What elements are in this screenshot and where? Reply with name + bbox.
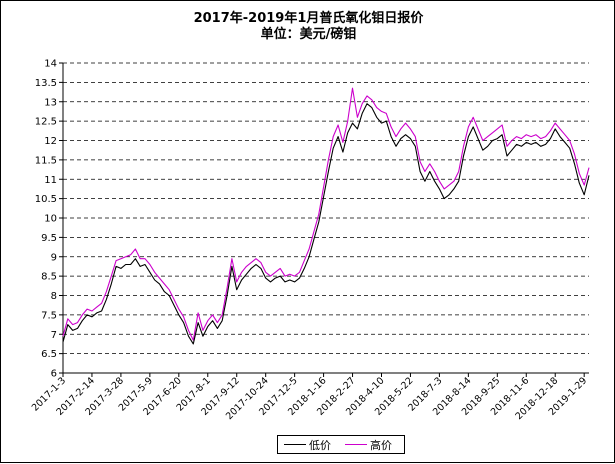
chart-legend: 低价 高价 [277, 435, 405, 454]
y-tick-label: 9 [51, 252, 57, 263]
legend-swatch-low [284, 444, 306, 445]
legend-label-low: 低价 [309, 438, 331, 452]
y-tick-label: 10 [44, 214, 57, 225]
legend-item-high: 高价 [345, 437, 392, 453]
series-low-line [62, 103, 590, 345]
series-high-line [62, 87, 590, 341]
chart-title: 2017年-2019年1月普氏氧化钼日报价 [193, 11, 424, 26]
y-tick-label: 13 [44, 97, 57, 108]
y-tick-label: 7 [51, 330, 57, 341]
y-tick-label: 6.5 [41, 349, 57, 360]
y-tick-label: 8 [51, 291, 57, 302]
y-tick-label: 10.5 [35, 194, 57, 205]
y-tick-label: 11 [44, 175, 57, 186]
y-tick-label: 12 [44, 136, 57, 147]
y-tick-label: 8.5 [41, 272, 57, 283]
y-tick-label: 7.5 [41, 310, 57, 321]
legend-item-low: 低价 [284, 437, 331, 453]
legend-swatch-high [345, 444, 367, 445]
y-tick-label: 6 [51, 369, 57, 380]
y-tick-label: 9.5 [41, 233, 57, 244]
y-tick-label: 12.5 [35, 117, 57, 128]
y-tick-label: 14 [44, 59, 57, 70]
legend-label-high: 高价 [370, 438, 392, 452]
y-tick-label: 13.5 [35, 78, 57, 89]
y-tick-label: 11.5 [35, 155, 57, 166]
chart-subtitle: 单位：美元/磅钼 [260, 27, 357, 42]
